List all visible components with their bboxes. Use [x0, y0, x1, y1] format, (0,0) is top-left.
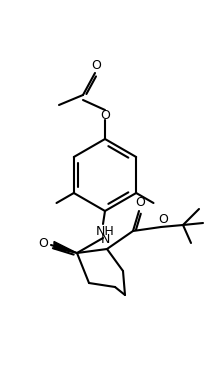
Text: O: O [38, 236, 48, 249]
Text: O: O [91, 58, 101, 71]
Text: O: O [158, 212, 168, 226]
Polygon shape [54, 242, 77, 253]
Text: N: N [100, 233, 110, 245]
Text: NH: NH [96, 224, 114, 237]
Text: O: O [100, 108, 110, 122]
Text: O: O [135, 196, 145, 208]
